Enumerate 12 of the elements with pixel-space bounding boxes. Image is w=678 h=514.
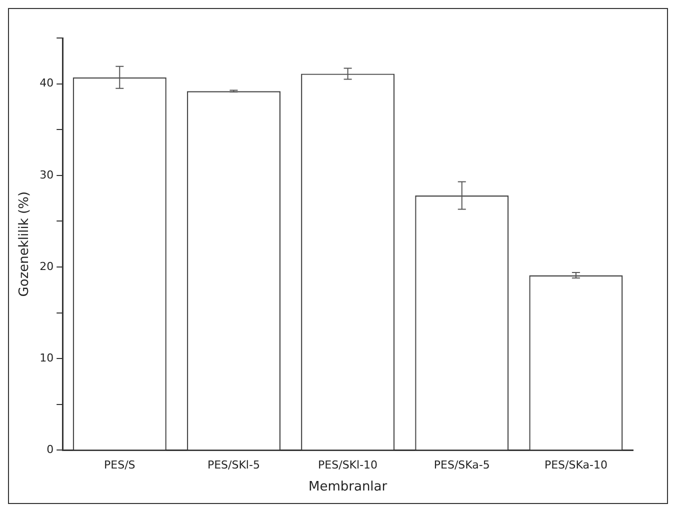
y-tick-label: 30 [40,168,54,182]
x-tick-label: PES/SKl-5 [207,458,260,472]
x-tick-label: PES/S [104,458,136,472]
y-axis-title: Gozeneklilik (%) [17,191,32,297]
y-tick-label: 20 [40,260,54,273]
x-tick-label: PES/SKa-5 [434,458,490,472]
x-axis-title: Membranlar [308,480,388,495]
y-tick-label: 10 [40,351,54,364]
x-tick-label: PES/SKa-10 [544,458,608,472]
y-tick-label: 0 [46,443,54,456]
y-tick-label: 40 [40,76,54,90]
x-tick-label: PES/SKl-10 [318,458,378,472]
